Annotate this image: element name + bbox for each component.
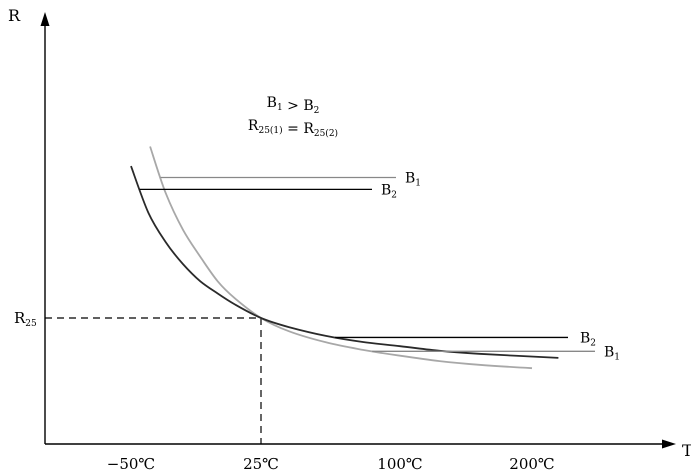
series-label: B1: [604, 344, 620, 362]
series-label: B2: [381, 182, 397, 200]
series-line-b2: [130, 165, 559, 359]
y-axis-label: R: [8, 6, 21, 25]
tick-labels: −50℃ 25℃ 100℃ 200℃ R25: [14, 309, 555, 473]
x-tick-label: −50℃: [107, 455, 155, 473]
x-tick-label: 100℃: [377, 455, 422, 473]
series-lines: [130, 146, 559, 370]
series-line-b1: [149, 146, 533, 370]
series-label: B1: [405, 171, 421, 189]
y-tick-label: R25: [14, 309, 37, 329]
x-tick-label: 200℃: [509, 455, 554, 473]
y-axis-arrow: [40, 12, 50, 26]
annotation-r25-relation: R25(1) = R25(2): [248, 118, 338, 139]
x-axis-label: T: [682, 441, 691, 460]
axes: [40, 12, 676, 449]
series-labels: B1 B2 B2 B1: [139, 171, 620, 362]
reference-lines: [45, 317, 262, 444]
annotation-b-relation: B1 > B2: [267, 95, 320, 116]
x-tick-label: 25℃: [243, 455, 279, 473]
x-axis-arrow: [662, 439, 676, 449]
series-label: B2: [580, 330, 596, 348]
